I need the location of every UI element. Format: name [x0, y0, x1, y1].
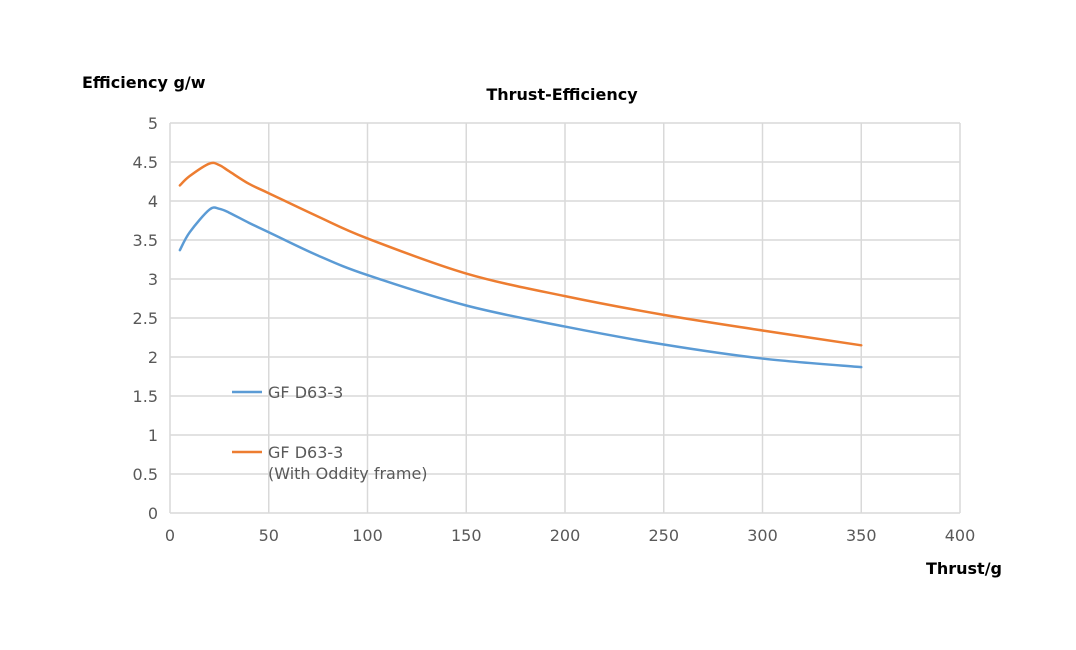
- y-tick-label: 3.5: [133, 231, 158, 250]
- series-lines: [178, 161, 863, 369]
- series-line-1: [178, 206, 863, 369]
- legend: GF D63-3 GF D63-3 (With Oddity frame): [232, 383, 428, 483]
- x-tick-label: 0: [165, 526, 175, 545]
- legend-label-series-2-line2: (With Oddity frame): [268, 464, 428, 483]
- y-tick-label: 3: [148, 270, 158, 289]
- x-tick-label: 350: [846, 526, 877, 545]
- y-tick-label: 0.5: [133, 465, 158, 484]
- legend-label-series-2: GF D63-3: [268, 443, 343, 462]
- grid: [169, 122, 961, 514]
- y-tick-label: 1.5: [133, 387, 158, 406]
- y-tick-label: 0: [148, 504, 158, 523]
- y-tick-label: 1: [148, 426, 158, 445]
- y-tick-label: 2.5: [133, 309, 158, 328]
- x-tick-label: 100: [352, 526, 383, 545]
- x-tick-label: 400: [945, 526, 976, 545]
- series-line-2: [178, 161, 863, 347]
- chart-title: Thrust-Efficiency: [486, 85, 638, 104]
- x-tick-label: 250: [648, 526, 679, 545]
- x-tick-label: 300: [747, 526, 778, 545]
- x-tick-label: 200: [550, 526, 581, 545]
- x-tick-label: 50: [259, 526, 279, 545]
- x-tick-label: 150: [451, 526, 482, 545]
- y-tick-label: 4.5: [133, 153, 158, 172]
- y-axis-label: Efficiency g/w: [82, 73, 206, 92]
- tick-labels: 0 50 100 150 200 250 300 350 400 0 0.5 1 1.5 2 2.5 3 3.5…: [133, 114, 976, 545]
- y-tick-label: 5: [148, 114, 158, 133]
- y-tick-label: 2: [148, 348, 158, 367]
- x-axis-label: Thrust/g: [926, 559, 1002, 578]
- y-tick-label: 4: [148, 192, 158, 211]
- legend-label-series-1: GF D63-3: [268, 383, 343, 402]
